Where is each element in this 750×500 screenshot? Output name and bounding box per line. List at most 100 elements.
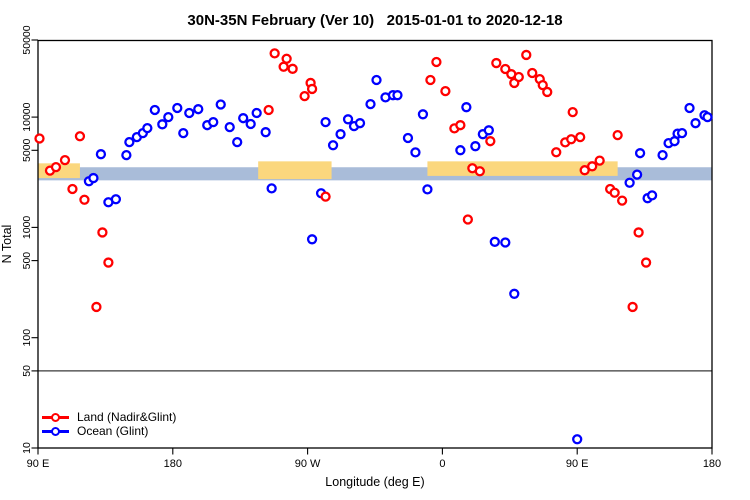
ocean-point	[178, 127, 189, 139]
legend-item-ocean: Ocean (Glint)	[42, 424, 176, 438]
y-axis-title: N Total	[0, 225, 14, 264]
ocean-point	[702, 111, 713, 123]
land-point	[491, 57, 502, 69]
y-tick-label: 10000	[21, 102, 33, 131]
land-point	[521, 49, 532, 61]
ocean-point	[417, 109, 429, 120]
land-point	[306, 83, 318, 95]
ocean-point	[149, 104, 160, 116]
land-point	[320, 191, 331, 202]
ocean-point	[657, 149, 668, 161]
land-point	[527, 67, 538, 79]
ocean-point	[410, 147, 421, 158]
x-tick-label: 0	[439, 458, 445, 470]
land-point	[278, 61, 289, 72]
plot-border	[37, 39, 713, 449]
land-point	[616, 195, 628, 206]
ocean-point	[509, 288, 520, 299]
ocean-point	[208, 116, 219, 128]
x-tick-label: 90 E	[27, 458, 50, 470]
x-tick-label: 90 E	[566, 458, 589, 470]
land-point	[59, 155, 71, 166]
ocean-point	[245, 118, 256, 130]
ocean-marker-icon	[42, 426, 69, 436]
y-tick-label: 50	[21, 365, 33, 377]
x-axis-title: Longitude (deg E)	[325, 475, 424, 489]
legend-item-land: Land (Nadir&Glint)	[42, 410, 176, 424]
land-point	[587, 161, 598, 172]
land-point	[440, 85, 451, 97]
ocean-point	[306, 234, 318, 245]
ocean-point	[483, 125, 494, 136]
land-point	[627, 301, 638, 313]
y-tick-label: 1000	[21, 216, 33, 240]
land-point	[67, 183, 78, 195]
land-point	[566, 134, 577, 145]
ocean-point	[260, 127, 271, 138]
land-point	[263, 104, 274, 116]
ocean-point	[684, 102, 695, 114]
land-point	[485, 136, 496, 147]
x-tick-label: 180	[164, 458, 182, 470]
ocean-point	[422, 184, 433, 195]
ocean-point	[88, 172, 99, 184]
land-point	[462, 214, 474, 225]
ocean-point	[690, 118, 701, 129]
ocean-point	[110, 194, 122, 205]
ocean-point	[631, 169, 643, 180]
ocean-point	[354, 118, 366, 129]
land-point	[513, 71, 524, 83]
land-season-band	[258, 161, 332, 180]
x-tick-label: 180	[703, 458, 721, 470]
ocean-point	[224, 121, 235, 133]
y-tick-label: 10	[21, 442, 33, 454]
ocean-point	[142, 122, 153, 134]
land-point	[567, 106, 578, 118]
ocean-point	[95, 149, 107, 160]
land-point	[474, 166, 485, 177]
ocean-point	[184, 107, 195, 119]
x-tick-label: 90 W	[295, 458, 321, 470]
land-point	[50, 161, 62, 173]
ocean-point	[157, 119, 168, 130]
ocean-point	[251, 107, 262, 119]
legend-label-ocean: Ocean (Glint)	[77, 424, 149, 438]
ocean-point	[163, 111, 174, 123]
ocean-point	[634, 148, 646, 159]
land-point	[455, 120, 466, 131]
y-tick-label: 50000	[21, 25, 33, 54]
ocean-point	[500, 237, 511, 248]
ocean-point	[392, 90, 403, 101]
land-point	[575, 131, 586, 143]
ocean-point	[676, 127, 688, 139]
ocean-point	[624, 177, 635, 188]
ocean-point	[461, 102, 472, 113]
land-point	[579, 165, 590, 176]
ocean-point	[365, 99, 376, 110]
ocean-point	[371, 74, 382, 86]
y-tick-label: 100	[21, 329, 33, 347]
land-point	[431, 56, 442, 68]
land-point	[594, 155, 605, 166]
land-point	[542, 86, 553, 98]
land-point	[640, 257, 652, 268]
ocean-point	[121, 149, 132, 161]
ocean-point	[124, 136, 135, 148]
land-point	[299, 90, 310, 102]
land-point	[74, 131, 86, 142]
land-point	[97, 227, 108, 238]
land-point	[281, 53, 292, 64]
ocean-point	[646, 190, 658, 201]
land-marker-icon	[42, 412, 69, 422]
ocean-point	[470, 141, 481, 152]
legend: Land (Nadir&Glint) Ocean (Glint)	[42, 410, 176, 438]
y-tick-label: 5000	[21, 138, 33, 162]
ocean-point	[172, 102, 183, 114]
land-point	[612, 130, 623, 141]
land-point	[103, 257, 114, 268]
land-point	[551, 147, 562, 158]
chart-title: 30N-35N February (Ver 10) 2015-01-01 to …	[187, 12, 563, 29]
land-point	[34, 133, 45, 144]
